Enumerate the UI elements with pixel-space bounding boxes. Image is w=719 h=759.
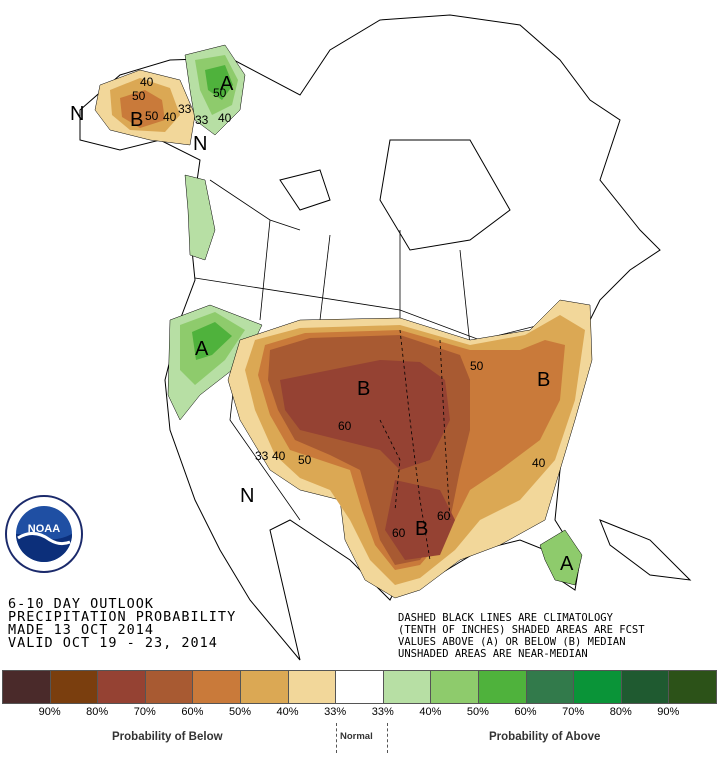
conus-below-region	[227, 299, 593, 599]
legend-swatch	[573, 670, 622, 704]
label-east-b: B	[537, 369, 550, 391]
legend-divider	[336, 723, 337, 753]
contour-label: 40	[218, 111, 232, 125]
legend-tick-label: 90%	[657, 706, 680, 718]
legend-above-label: Probability of Above	[489, 731, 601, 743]
contour-label: 60	[437, 509, 451, 523]
legend-swatch	[192, 670, 241, 704]
precipitation-outlook-map: B N N A A B B B N A 40 50 50 40 33 33 40…	[70, 14, 692, 661]
label-south-b: B	[415, 518, 428, 540]
label-pacific-a: A	[195, 338, 209, 360]
legend-tick-label: 80%	[609, 706, 632, 718]
alaska-below-region	[94, 69, 196, 146]
contour-label: 60	[338, 419, 352, 433]
pacific-nw-above-region	[167, 304, 263, 421]
legend-tick-label: 33%	[324, 706, 347, 718]
noaa-logo-text: NOAA	[28, 523, 60, 535]
outlook-title-block: 6-10 DAY OUTLOOK PRECIPITATION PROBABILI…	[8, 596, 237, 651]
contour-label: 60	[392, 526, 406, 540]
contour-label: 40	[532, 456, 546, 470]
note-line: VALUES ABOVE (A) OR BELOW (B) MEDIAN	[398, 636, 626, 648]
contour-label: 40	[272, 449, 286, 463]
label-alaska-n1: N	[70, 103, 84, 125]
outlook-title-line: 6-10 DAY OUTLOOK	[8, 596, 155, 612]
legend-tick-labels: 90% 80% 70% 60% 50% 40% 33% 33% 40% 50% 60% 70% 80% 9…	[2, 705, 716, 718]
map-notes: DASHED BLACK LINES ARE CLIMATOLOGY (TENT…	[398, 612, 645, 660]
legend-swatch	[430, 670, 479, 704]
legend-tick-label: 60%	[181, 706, 204, 718]
label-alaska-b: B	[130, 109, 143, 131]
legend-swatch	[287, 670, 337, 704]
legend-tick-label: 40%	[419, 706, 442, 718]
contour-label: 40	[140, 75, 154, 89]
label-southwest-n: N	[240, 485, 254, 507]
contour-label: 50	[213, 86, 227, 100]
label-central-b: B	[357, 378, 370, 400]
note-line: UNSHADED AREAS ARE NEAR-MEDIAN	[398, 648, 588, 660]
legend-divider	[387, 723, 388, 753]
legend-swatch	[382, 670, 432, 704]
contour-label: 50	[470, 359, 484, 373]
legend-swatch	[49, 670, 99, 704]
legend-swatch	[239, 670, 289, 704]
legend-swatch	[668, 670, 717, 704]
note-line: (TENTH OF INCHES) SHADED AREAS ARE FCST	[398, 624, 645, 636]
label-florida-a: A	[560, 553, 574, 575]
florida-above-region	[539, 529, 583, 586]
outlook-made-date: MADE 13 OCT 2014	[8, 622, 155, 638]
legend-below-label: Probability of Below	[112, 731, 223, 743]
note-line: DASHED BLACK LINES ARE CLIMATOLOGY	[398, 612, 613, 624]
label-alaska-n2: N	[193, 133, 207, 155]
legend-tick-label: 70%	[133, 706, 156, 718]
legend-swatch	[477, 670, 527, 704]
legend-tick-label: 50%	[466, 706, 489, 718]
label-yukon-a: A	[220, 73, 234, 95]
legend-swatch	[620, 670, 670, 704]
legend-tick-label: 50%	[228, 706, 251, 718]
outlook-title-line: PRECIPITATION PROBABILITY	[8, 609, 237, 625]
probability-legend	[2, 670, 717, 704]
outlook-valid-range: VALID OCT 19 - 23, 2014	[8, 635, 218, 651]
legend-tick-label: 90%	[38, 706, 61, 718]
contour-label: 33	[195, 113, 209, 127]
climatology-dashed-lines	[379, 329, 451, 561]
contour-label: 50	[298, 453, 312, 467]
legend-normal-label: Normal	[340, 731, 373, 742]
legend-swatch	[144, 670, 194, 704]
contour-label: 50	[132, 89, 146, 103]
contour-label: 33	[255, 449, 269, 463]
legend-tick-label: 60%	[514, 706, 537, 718]
legend-swatch	[525, 670, 575, 704]
legend-tick-label: 33%	[371, 706, 394, 718]
noaa-logo: NOAA	[5, 495, 83, 573]
contour-label: 40	[163, 110, 177, 124]
legend-swatch	[2, 670, 51, 704]
contour-label: 33	[178, 102, 192, 116]
legend-tick-label: 40%	[276, 706, 299, 718]
legend-swatch	[97, 670, 146, 704]
legend-tick-label: 80%	[86, 706, 109, 718]
bc-coast-above-region	[184, 174, 216, 261]
legend-swatch	[335, 670, 384, 704]
yukon-above-region	[184, 44, 246, 136]
legend-tick-label: 70%	[562, 706, 585, 718]
contour-label: 50	[145, 109, 159, 123]
